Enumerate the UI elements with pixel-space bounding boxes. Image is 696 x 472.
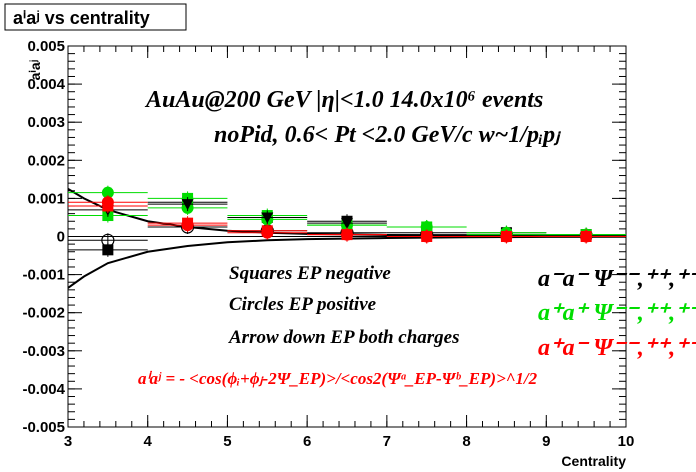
- data-point-square: [102, 244, 114, 256]
- data-point-circle: [500, 230, 513, 243]
- chart-title: aⁱaʲ vs centrality: [13, 8, 150, 28]
- tick-labels: 3 4 5 6 7 8 9 10 -0.005 -0.004 -0.003 -0.002 -0.001 0…: [22, 38, 634, 450]
- y-tick-label: -0.005: [22, 419, 65, 436]
- y-tick-label: -0.001: [22, 267, 65, 284]
- x-tick-label: 10: [618, 433, 635, 450]
- data-point-triangle-down: [261, 212, 274, 224]
- x-tick-label: 7: [383, 433, 391, 450]
- key-pos-neg: a⁺a⁻ Ψ⁻⁻,⁺⁺,⁺⁻: [538, 335, 696, 361]
- y-tick-label: 0.003: [27, 114, 65, 131]
- data-point-circle: [341, 228, 353, 241]
- y-tick-label: -0.002: [22, 305, 65, 322]
- x-axis-title: Centrality: [561, 453, 626, 469]
- data-point-circle: [261, 226, 274, 239]
- x-tick-label: 3: [64, 433, 72, 450]
- legend-circles: Circles EP positive: [229, 294, 377, 315]
- points-layer: [68, 185, 626, 257]
- key-neg-neg: a⁻a⁻ Ψ⁻⁻,⁺⁺,⁺⁻: [538, 266, 696, 292]
- data-point-circle: [420, 230, 433, 243]
- title-box: [4, 3, 187, 31]
- data-point-triangle-down: [341, 218, 353, 230]
- data-point-circle: [181, 219, 194, 232]
- y-tick-label: -0.003: [22, 343, 65, 360]
- data-point-circle: [101, 196, 114, 209]
- key-pos-pos: a⁺a⁺ Ψ⁻⁻,⁺⁺,⁺⁻: [538, 300, 696, 326]
- annotation-line1: AuAu@200 GeV |η|<1.0 14.0x10⁶ events: [144, 87, 543, 113]
- x-tick-label: 8: [462, 433, 470, 450]
- x-tick-label: 4: [144, 433, 153, 450]
- data-point-open-circle: [101, 233, 115, 247]
- axis-ticks: [67, 45, 627, 428]
- y-axis-title: aⁱaʲ: [27, 59, 43, 80]
- legend-arrow: Arrow down EP both charges: [228, 327, 460, 348]
- envelope-curve: [67, 235, 627, 289]
- y-tick-label: -0.004: [22, 381, 65, 398]
- legend-squares: Squares EP negative: [229, 263, 391, 284]
- x-tick-label: 6: [303, 433, 311, 450]
- y-tick-label: 0.004: [27, 76, 65, 93]
- y-tick-label: 0: [57, 229, 65, 246]
- x-tick-label: 5: [223, 433, 231, 450]
- annotation-line2: noPid, 0.6< Pt <2.0 GeV/c w~1/pᵢpⱼ: [214, 122, 561, 148]
- data-point-circle: [580, 230, 593, 243]
- data-point-circle: [420, 220, 433, 233]
- data-point-circle: [101, 186, 114, 199]
- y-tick-label: 0.002: [27, 152, 65, 169]
- data-point-triangle-down: [181, 199, 194, 211]
- y-tick-label: 0.001: [27, 190, 65, 207]
- x-tick-label: 9: [542, 433, 550, 450]
- formula: aⁱaʲ = - <cos(ϕᵢ+ϕⱼ-2Ψ_EP)>/<cos2(Ψᵃ_EP-…: [138, 369, 538, 388]
- y-tick-label: 0.005: [27, 38, 65, 55]
